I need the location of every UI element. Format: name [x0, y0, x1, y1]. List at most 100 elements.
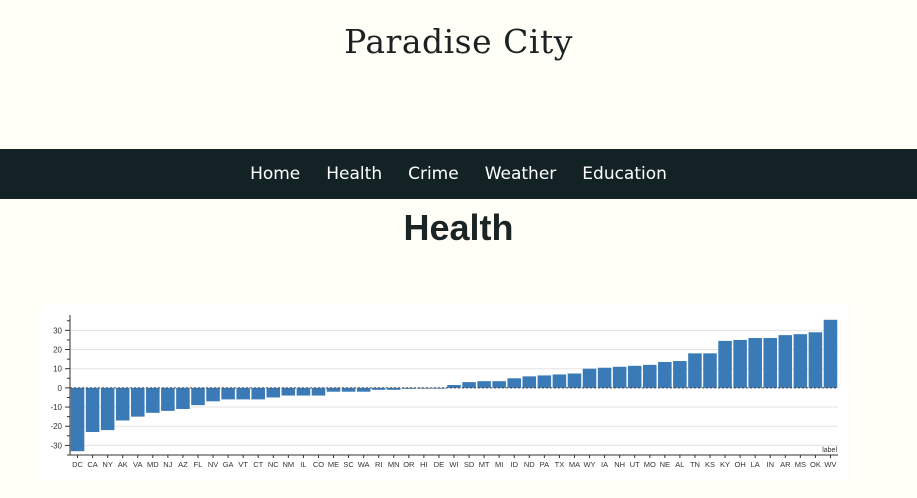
bar-ut — [627, 365, 642, 388]
y-tick-label: -10 — [50, 403, 62, 412]
x-tick-label: OR — [403, 460, 415, 469]
bar-nj — [161, 387, 175, 411]
x-tick-label: WV — [824, 460, 836, 469]
main-navbar: Home Health Crime Weather Education — [0, 149, 917, 199]
x-tick-label: MI — [495, 460, 503, 469]
x-tick-label: NH — [614, 460, 625, 469]
x-tick-label: MA — [569, 460, 580, 469]
chart-annotation-label: label — [822, 447, 837, 454]
bar-sc — [341, 387, 356, 392]
bar-wi — [447, 385, 461, 388]
bar-nm — [281, 387, 296, 396]
x-tick-label: IL — [300, 460, 306, 469]
x-tick-label: MS — [795, 460, 806, 469]
x-tick-label: WI — [449, 460, 458, 469]
x-tick-label: KS — [705, 460, 715, 469]
nav-link-health[interactable]: Health — [326, 164, 383, 184]
x-tick-label: IN — [766, 460, 774, 469]
x-tick-label: TN — [690, 460, 700, 469]
bar-ia — [597, 367, 612, 388]
site-title: Paradise City — [344, 22, 573, 61]
x-tick-label: NV — [208, 460, 218, 469]
x-tick-label: MO — [644, 460, 656, 469]
x-tick-label: NE — [660, 460, 670, 469]
page-heading: Health — [403, 207, 514, 248]
x-tick-label: NC — [268, 460, 279, 469]
bar-ak — [115, 387, 130, 421]
x-tick-label: MN — [388, 460, 400, 469]
x-tick-label: AL — [675, 460, 684, 469]
x-tick-label: FL — [194, 460, 203, 469]
x-tick-label: NM — [283, 460, 295, 469]
bar-va — [130, 387, 145, 417]
bar-il — [296, 387, 311, 396]
y-tick-label: 10 — [53, 365, 62, 374]
y-tick-label: -30 — [50, 441, 62, 450]
bar-mo — [642, 364, 657, 388]
bar-nv — [206, 387, 220, 402]
bar-tn — [688, 353, 702, 388]
x-tick-label: VT — [238, 460, 248, 469]
bar-oh — [733, 339, 747, 388]
y-tick-label: 30 — [53, 326, 62, 335]
x-tick-label: AR — [780, 460, 791, 469]
nav-link-education[interactable]: Education — [582, 164, 667, 184]
x-tick-label: WA — [358, 460, 370, 469]
x-tick-label: CO — [313, 460, 324, 469]
bar-ma — [567, 373, 582, 388]
y-tick-label: -20 — [50, 422, 62, 431]
bar-az — [176, 387, 190, 409]
x-tick-label: WY — [583, 460, 595, 469]
health-bar-chart: -30 -20 -10 0 10 20 30 DC CA NY AK VA MD NJ AZ FL NV GA VT… — [40, 305, 850, 480]
x-tick-label: AZ — [178, 460, 188, 469]
x-tick-label: IA — [601, 460, 608, 469]
bar-la — [748, 338, 762, 388]
bar-co — [311, 387, 326, 396]
x-tick-label: SC — [343, 460, 354, 469]
bar-mn — [386, 387, 401, 390]
x-tick-label: MD — [147, 460, 159, 469]
x-tick-label: KY — [720, 460, 730, 469]
y-tick-label: 0 — [58, 384, 63, 393]
bar-wa — [356, 387, 371, 392]
bar-ne — [658, 361, 672, 388]
bar-ca — [85, 387, 100, 432]
x-tick-label: CA — [87, 460, 97, 469]
x-tick-label: SD — [464, 460, 475, 469]
bar-or — [402, 387, 416, 389]
x-tick-label: MT — [479, 460, 490, 469]
bar-mi — [492, 381, 506, 388]
bar-md — [146, 387, 160, 413]
x-tick-label: DC — [72, 460, 83, 469]
nav-link-weather[interactable]: Weather — [484, 164, 557, 184]
bar-mt — [477, 381, 491, 388]
chart-svg: -30 -20 -10 0 10 20 30 DC CA NY AK VA MD NJ AZ FL NV GA VT… — [50, 315, 838, 469]
x-tick-label: RI — [375, 460, 383, 469]
bar-ks — [703, 353, 717, 388]
bar-ny — [100, 387, 115, 431]
bar-fl — [191, 387, 205, 406]
x-tick-label: NY — [102, 460, 112, 469]
bar-id — [507, 378, 522, 388]
bar-ct — [251, 387, 266, 400]
x-tick-label: AK — [118, 460, 128, 469]
x-tick-label: OH — [734, 460, 745, 469]
x-tick-label: UT — [630, 460, 640, 469]
x-tick-label: ID — [510, 460, 518, 469]
x-tick-label: VA — [133, 460, 142, 469]
bar-in — [763, 338, 778, 388]
x-tick-label: HI — [420, 460, 428, 469]
bar-ky — [718, 340, 732, 388]
x-tick-label: ND — [524, 460, 535, 469]
nav-link-crime[interactable]: Crime — [408, 164, 459, 184]
y-tick-label: 20 — [53, 346, 62, 355]
bar-nh — [612, 366, 627, 388]
bar-ms — [793, 334, 808, 388]
x-tick-label: DE — [434, 460, 444, 469]
bar-wv — [823, 319, 838, 388]
nav-link-home[interactable]: Home — [250, 164, 301, 184]
bar-me — [326, 387, 341, 392]
bar-nd — [522, 376, 537, 388]
x-tick-label: OK — [810, 460, 821, 469]
bar-wy — [582, 368, 597, 388]
